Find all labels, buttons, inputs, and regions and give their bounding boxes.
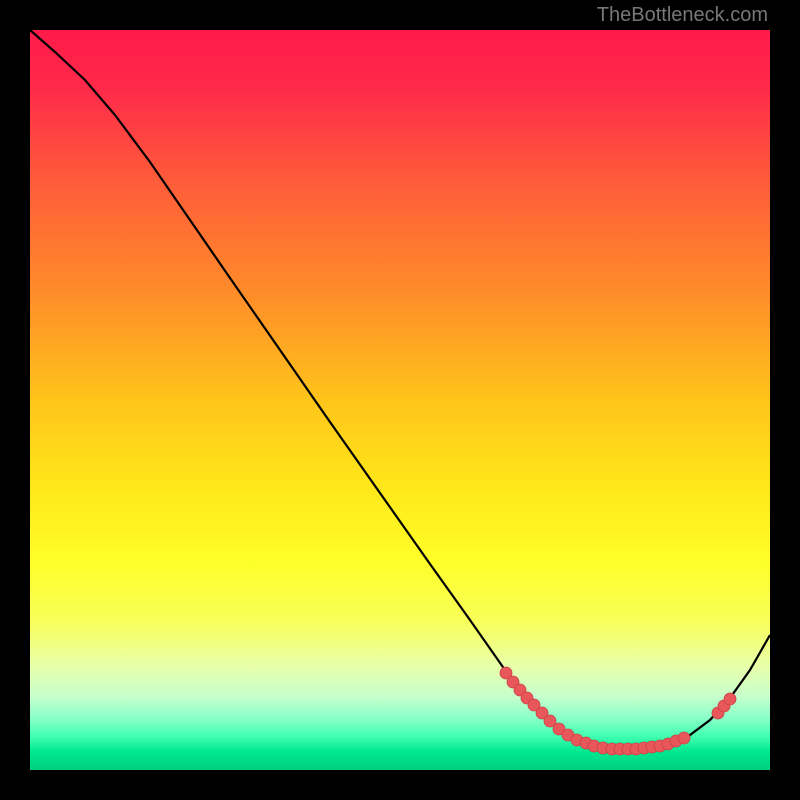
data-markers: [500, 667, 736, 755]
plot-area: [30, 30, 770, 770]
data-marker: [724, 693, 736, 705]
watermark-text: TheBottleneck.com: [597, 4, 768, 27]
plot-svg: [30, 30, 770, 770]
data-marker: [678, 732, 690, 744]
chart-container: TheBottleneck.com: [0, 0, 800, 800]
bottleneck-curve: [30, 30, 770, 749]
